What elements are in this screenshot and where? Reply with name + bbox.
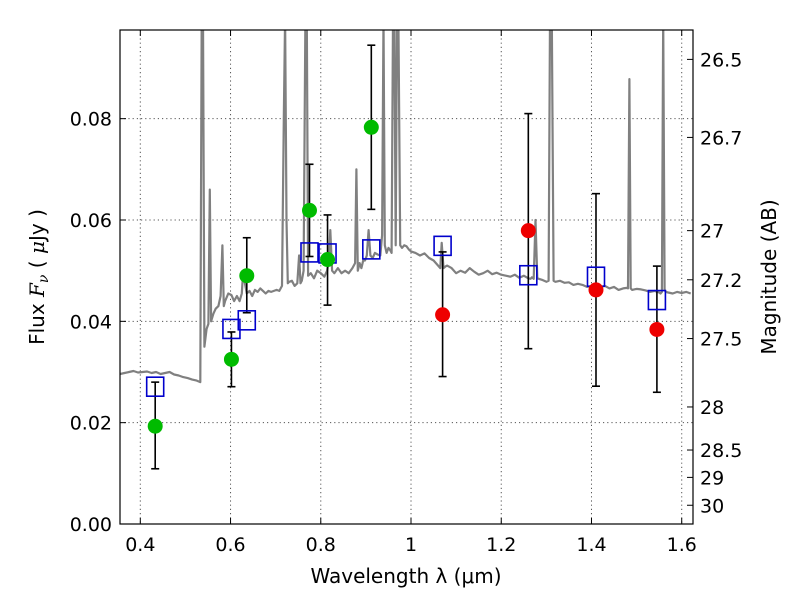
y-axis-ticks: 0.00 0.02 0.04 0.06 0.08 [70,109,126,536]
red-data-point [435,307,451,323]
model-square-marker [300,242,319,263]
x-axis-ticks: 0.4 0.6 0.8 1 1.2 1.4 1.6 [125,30,697,556]
model-square-marker [237,310,257,331]
green-data-point [223,351,239,367]
spectrum-layer [120,30,692,384]
magnitude-tick-label: 29 [700,467,724,489]
green-data-point [301,202,317,218]
green-data-point [147,418,163,434]
magnitude-tick-label: 28.5 [700,440,742,462]
model-square-marker [362,239,381,260]
y-tick-label: 0.04 [70,311,112,333]
marker-layer [145,119,667,434]
magnitude-tick-label: 28 [700,397,724,419]
green-data-point [320,252,336,268]
x-tick-label: 1 [405,534,417,556]
x-tick-label: 1.4 [576,534,606,556]
y-tick-label: 0.00 [70,514,112,536]
magnitude-tick-label: 27.5 [700,329,742,351]
x-tick-label: 0.4 [125,534,155,556]
magnitude-axis-label: Magnitude (AB) [757,199,781,354]
red-data-point [588,282,604,298]
model-square-marker [519,264,538,286]
x-tick-label: 0.8 [306,534,336,556]
spectrum-line [120,30,692,384]
errorbar-layer [151,44,661,470]
plot-frame [119,29,694,525]
red-data-point [649,321,665,337]
red-data-point [520,223,536,239]
model-square-marker [433,235,452,257]
model-square-marker [145,376,165,397]
green-data-point [363,119,379,135]
y-tick-label: 0.08 [70,109,112,131]
model-square-marker [647,289,667,311]
green-data-point [239,268,255,284]
magnitude-tick-label: 27.2 [700,270,742,292]
grid-lines [120,30,693,524]
magnitude-axis-ticks: 26.5 26.7 27 27.2 27.5 28 28.5 29 30 [687,49,742,517]
magnitude-tick-label: 26.5 [700,49,742,71]
model-square-marker [222,318,241,340]
y-axis-label: Flux Fν ( μJy ) [25,209,52,345]
x-tick-label: 1.2 [486,534,516,556]
x-axis-label: Wavelength λ (μm) [310,564,501,588]
magnitude-tick-label: 30 [700,495,724,517]
y-tick-label: 0.02 [70,413,112,435]
magnitude-tick-label: 27 [700,221,724,243]
magnitude-tick-label: 26.7 [700,127,742,149]
y-tick-label: 0.06 [70,210,112,232]
x-tick-label: 0.6 [215,534,245,556]
x-tick-label: 1.6 [667,534,697,556]
